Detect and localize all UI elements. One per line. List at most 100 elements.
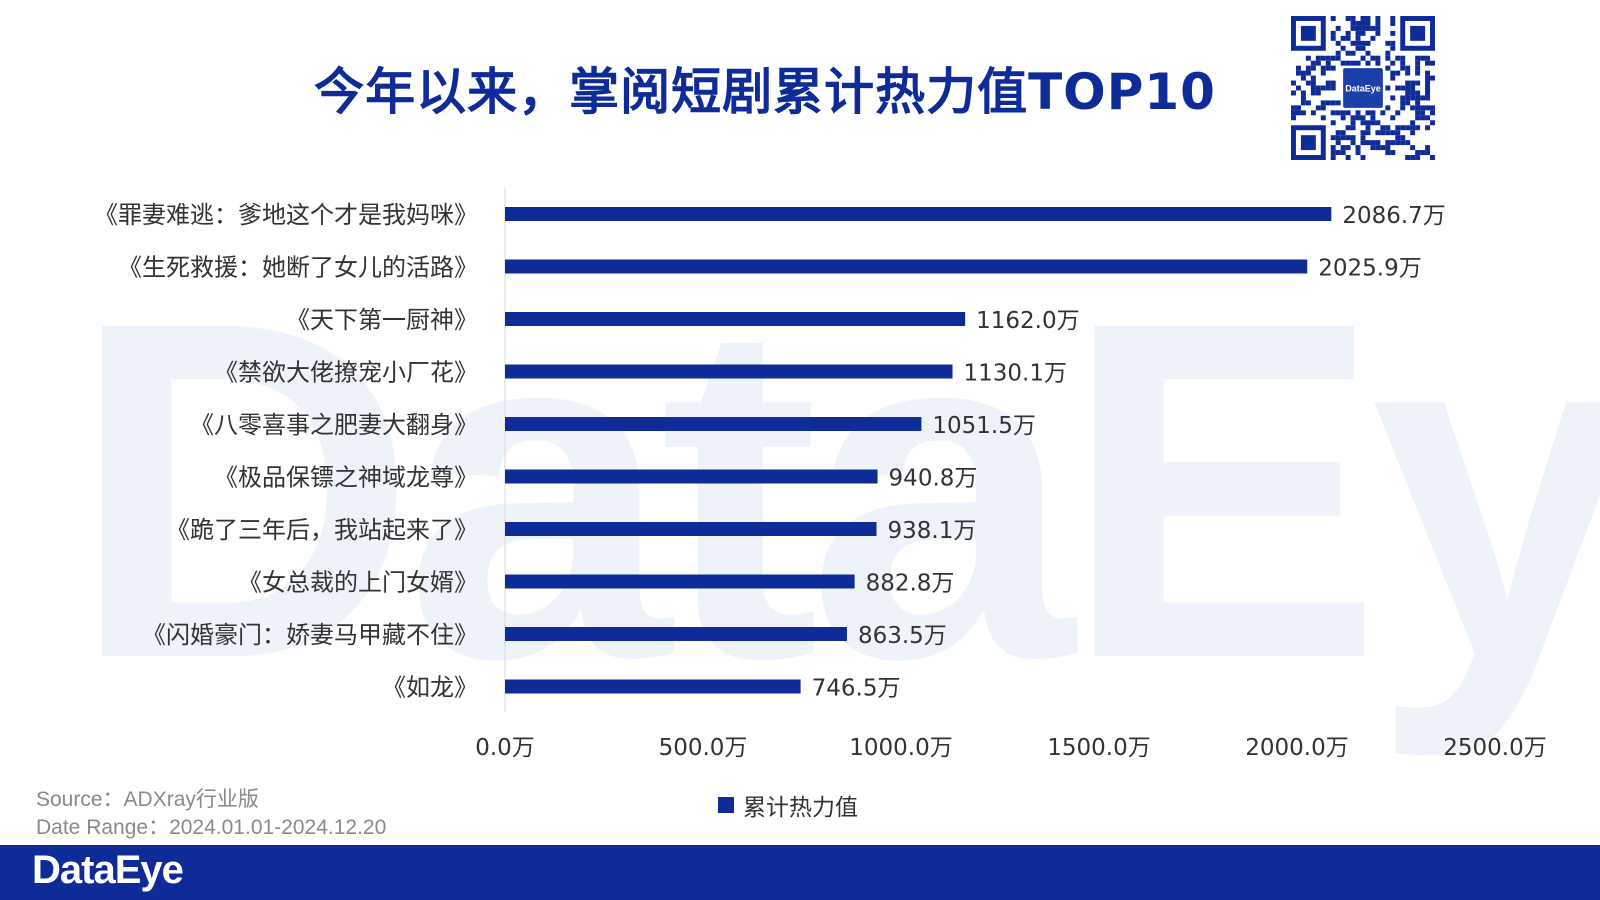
qr-module: [1315, 60, 1321, 66]
x-tick-label: 0.0万: [475, 735, 535, 761]
qr-module: [1355, 40, 1361, 46]
qr-module: [1400, 100, 1406, 106]
qr-module: [1330, 150, 1336, 156]
qr-module: [1395, 70, 1401, 76]
qr-module: [1345, 125, 1351, 131]
qr-module: [1335, 50, 1341, 56]
bar: [505, 522, 877, 536]
qr-module: [1365, 120, 1371, 126]
qr-module: [1410, 130, 1416, 136]
qr-module: [1415, 115, 1421, 121]
qr-module: [1365, 140, 1371, 146]
bar: [505, 364, 953, 379]
qr-module: [1385, 125, 1391, 131]
qr-finder-core: [1300, 25, 1316, 41]
qr-module: [1295, 65, 1301, 71]
qr-finder-core: [1300, 135, 1316, 151]
qr-module: [1335, 140, 1341, 146]
qr-module: [1345, 35, 1351, 41]
qr-module: [1291, 90, 1296, 96]
qr-module: [1390, 95, 1396, 101]
qr-module: [1355, 20, 1361, 26]
qr-module: [1345, 60, 1351, 66]
qr-module: [1330, 80, 1336, 86]
qr-module: [1330, 30, 1336, 36]
qr-module: [1350, 120, 1356, 126]
qr-module: [1390, 130, 1396, 136]
category-label: 《极品保镖之神域龙尊》: [214, 464, 478, 492]
bar: [505, 574, 855, 589]
qr-module: [1415, 95, 1421, 101]
qr-module: [1365, 110, 1371, 116]
qr-module: [1415, 90, 1421, 96]
qr-module: [1345, 145, 1351, 151]
qr-module: [1425, 80, 1431, 86]
qr-module: [1380, 130, 1386, 136]
data-label: 1130.1万: [964, 361, 1067, 387]
qr-module: [1380, 125, 1386, 131]
qr-module: [1425, 105, 1431, 111]
x-tick-label: 1500.0万: [1047, 735, 1150, 761]
qr-module: [1300, 90, 1306, 96]
qr-module: [1410, 125, 1416, 131]
qr-module: [1420, 95, 1426, 101]
qr-module: [1335, 150, 1341, 156]
qr-module: [1390, 75, 1396, 81]
qr-module: [1415, 150, 1421, 156]
qr-module: [1390, 20, 1396, 26]
qr-module: [1375, 120, 1381, 126]
category-label: 《女总裁的上门女婿》: [238, 569, 478, 597]
qr-module: [1355, 110, 1361, 116]
qr-module: [1300, 110, 1306, 116]
qr-module: [1340, 145, 1346, 151]
qr-module: [1340, 115, 1346, 121]
qr-module: [1340, 60, 1346, 66]
category-label: 《如龙》: [382, 674, 478, 702]
qr-module: [1370, 115, 1376, 121]
qr-module: [1375, 25, 1381, 31]
qr-module: [1320, 105, 1326, 111]
qr-module: [1310, 90, 1316, 96]
qr-module: [1305, 55, 1311, 61]
qr-module: [1375, 30, 1381, 36]
qr-module: [1310, 110, 1316, 116]
qr-module: [1395, 85, 1401, 91]
qr-module: [1320, 85, 1326, 91]
qr-module: [1410, 120, 1416, 126]
qr-module: [1425, 90, 1431, 96]
qr-module: [1425, 145, 1431, 151]
qr-module: [1360, 45, 1366, 51]
qr-module: [1415, 110, 1421, 116]
x-tick-label: 2500.0万: [1443, 735, 1546, 761]
qr-module: [1360, 120, 1366, 126]
qr-module: [1380, 145, 1386, 151]
qr-module: [1400, 65, 1406, 71]
qr-module: [1355, 145, 1361, 151]
qr-module: [1315, 105, 1321, 111]
qr-module: [1305, 80, 1311, 86]
data-label: 940.8万: [889, 466, 978, 492]
qr-module: [1425, 85, 1431, 91]
qr-module: [1350, 125, 1356, 131]
qr-module: [1395, 135, 1401, 141]
qr-module: [1430, 105, 1435, 111]
qr-module: [1430, 120, 1435, 126]
qr-module: [1400, 125, 1406, 131]
data-label: 882.8万: [866, 571, 955, 597]
qr-module: [1425, 75, 1431, 81]
qr-module: [1370, 55, 1376, 61]
data-label: 1051.5万: [932, 413, 1035, 439]
qr-module: [1295, 70, 1301, 76]
qr-module: [1291, 115, 1296, 121]
bar: [505, 259, 1308, 274]
qr-module: [1365, 50, 1371, 56]
qr-module: [1355, 115, 1361, 121]
qr-module: [1390, 70, 1396, 76]
qr-module: [1425, 95, 1431, 101]
bar: [505, 469, 878, 484]
qr-module: [1425, 150, 1431, 156]
qr-module: [1420, 115, 1426, 121]
qr-module: [1395, 55, 1401, 61]
qr-module: [1330, 145, 1336, 151]
qr-module: [1400, 55, 1406, 61]
